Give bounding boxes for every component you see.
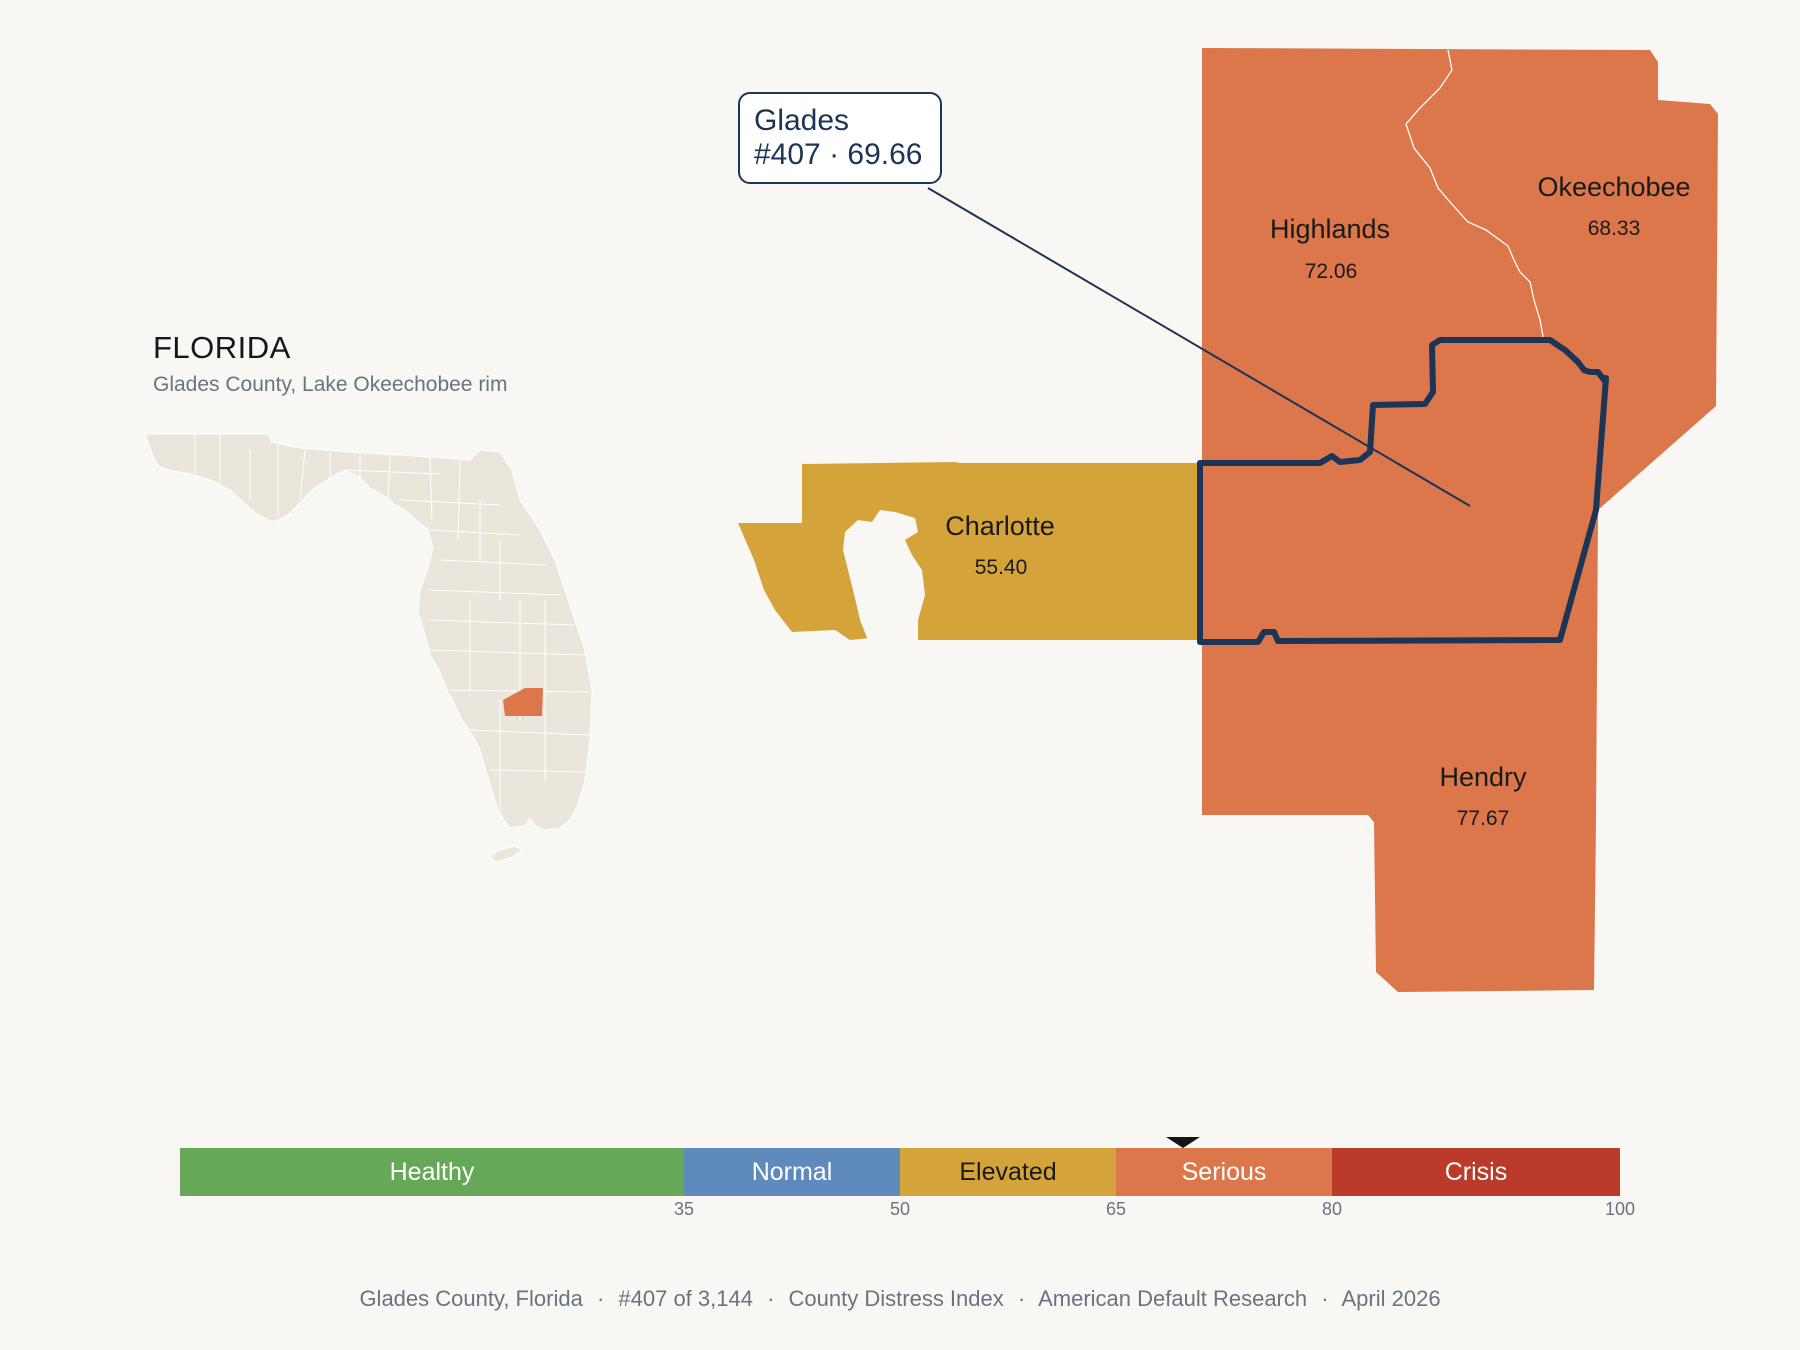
inset-subtitle: Glades County, Lake Okeechobee rim	[153, 373, 508, 396]
legend-segment-serious: Serious	[1116, 1148, 1332, 1196]
county-charlotte[interactable]	[738, 462, 1202, 640]
legend-segment-healthy: Healthy	[180, 1148, 684, 1196]
legend-tick-label: 50	[889, 1199, 911, 1219]
legend-tick-label: 35	[673, 1199, 695, 1219]
footer-separator: ·	[1321, 1286, 1329, 1311]
footer: Glades County, Florida · #407 of 3,144 ·…	[0, 1286, 1800, 1312]
florida-inset-map	[144, 433, 593, 863]
charlotte-name: Charlotte	[945, 511, 1055, 541]
callout-leader-line	[927, 187, 1471, 507]
main-map	[738, 48, 1718, 992]
county-glades[interactable]	[1197, 337, 1609, 645]
highlands-value: 72.06	[1305, 260, 1358, 283]
callout-rank-score: #407 · 69.66	[754, 138, 923, 171]
charlotte-value: 55.40	[975, 556, 1028, 579]
footer-separator: ·	[767, 1286, 775, 1311]
score-marker-icon	[1166, 1137, 1201, 1148]
legend-tick-label: 100	[1604, 1199, 1636, 1219]
florida-inset-glades	[503, 688, 543, 716]
footer-county: Glades County, Florida	[359, 1286, 583, 1311]
footer-rank: #407 of 3,144	[618, 1286, 753, 1311]
footer-separator: ·	[1017, 1286, 1026, 1311]
footer-date: April 2026	[1341, 1286, 1441, 1311]
map-labels: Highlands 72.06 Okeechobee 68.33 Charlot…	[945, 172, 1690, 830]
highlands-okeechobee-border	[1405, 49, 1557, 347]
hendry-value: 77.67	[1457, 807, 1510, 830]
highlands-name: Highlands	[1270, 214, 1390, 244]
callout-county-name: Glades	[754, 104, 850, 137]
legend-segment-crisis: Crisis	[1332, 1148, 1620, 1196]
legend-segment-elevated: Elevated	[900, 1148, 1116, 1196]
legend-tick-label: 65	[1105, 1199, 1127, 1219]
footer-source: American Default Research	[1038, 1286, 1308, 1311]
okeechobee-name: Okeechobee	[1537, 172, 1690, 202]
footer-index: County Distress Index	[788, 1286, 1004, 1311]
hendry-name: Hendry	[1439, 762, 1527, 792]
distress-scale-legend: Healthy Normal Elevated Serious Crisis	[180, 1148, 1620, 1196]
inset-title: FLORIDA	[153, 330, 291, 365]
charlotte-harbor-water	[843, 510, 925, 640]
florida-county-lines	[194, 434, 591, 820]
footer-separator: ·	[596, 1286, 605, 1311]
florida-keys	[489, 845, 523, 863]
legend-tick-label: 80	[1321, 1199, 1343, 1219]
glades-callout: Glades #407 · 69.66	[738, 92, 942, 184]
legend-segment-normal: Normal	[684, 1148, 900, 1196]
okeechobee-value: 68.33	[1588, 217, 1641, 240]
